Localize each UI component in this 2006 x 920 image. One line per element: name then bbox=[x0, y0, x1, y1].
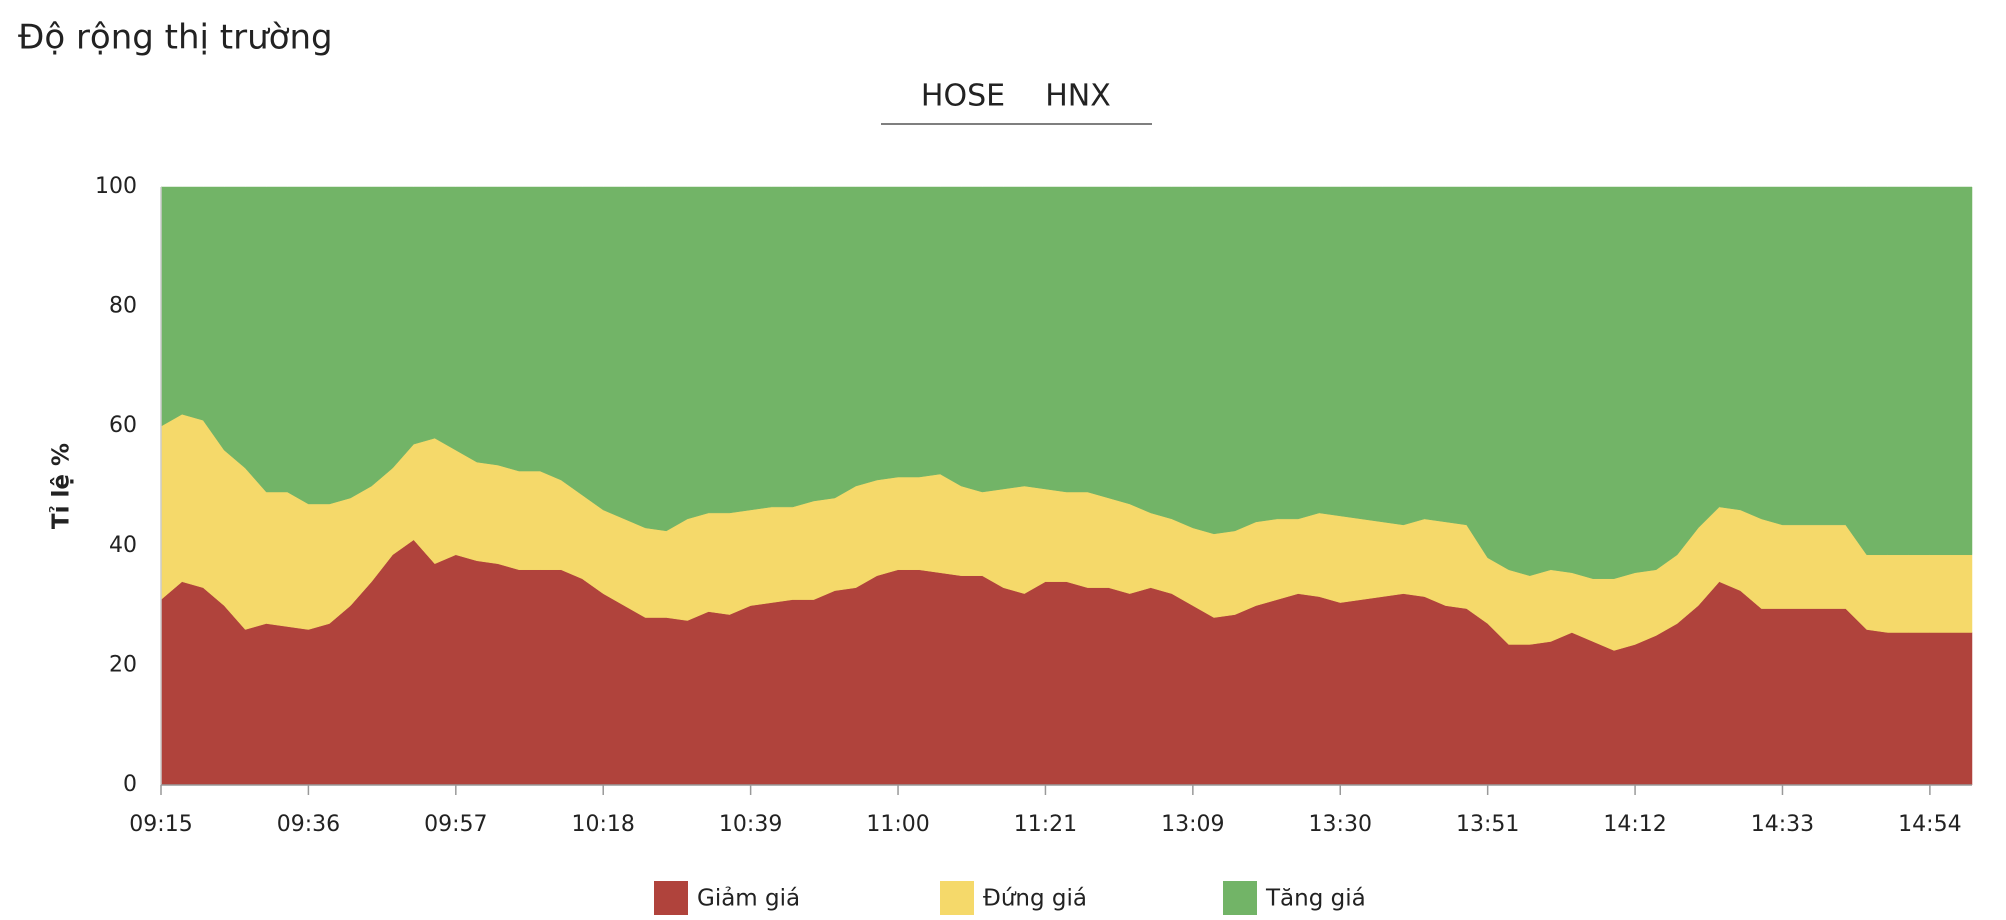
x-tick-label: 14:54 bbox=[1898, 812, 1961, 837]
legend-label[interactable]: Đứng giá bbox=[983, 886, 1087, 912]
area bbox=[160, 186, 1973, 579]
x-tick-label: 14:33 bbox=[1751, 812, 1814, 837]
x-tick-label: 09:57 bbox=[424, 812, 487, 837]
y-tick-label: 20 bbox=[109, 652, 137, 677]
x-tick-label: 11:00 bbox=[866, 812, 929, 837]
y-axis-label: Tỉ lệ % bbox=[49, 443, 75, 529]
y-tick-label: 60 bbox=[109, 413, 137, 438]
legend-swatch[interactable] bbox=[1223, 881, 1257, 915]
x-tick-label: 14:12 bbox=[1603, 812, 1666, 837]
legend-swatch[interactable] bbox=[654, 881, 688, 915]
legend-label[interactable]: Tăng giá bbox=[1265, 886, 1366, 912]
y-tick-label: 40 bbox=[109, 533, 137, 558]
y-tick-label: 0 bbox=[123, 772, 137, 797]
x-tick-label: 13:30 bbox=[1309, 812, 1372, 837]
x-tick-label: 13:51 bbox=[1456, 812, 1519, 837]
tab[interactable]: HNX bbox=[1045, 79, 1111, 114]
x-tick-label: 11:21 bbox=[1014, 812, 1077, 837]
legend-swatch[interactable] bbox=[940, 881, 974, 915]
x-tick-label: 09:36 bbox=[277, 812, 340, 837]
legend-label[interactable]: Giảm giá bbox=[697, 886, 800, 912]
tab[interactable]: HOSE bbox=[921, 79, 1005, 114]
x-tick-label: 13:09 bbox=[1161, 812, 1224, 837]
chart-title: Độ rộng thị trường bbox=[18, 18, 333, 58]
x-tick-label: 10:18 bbox=[572, 812, 635, 837]
y-tick-label: 100 bbox=[95, 174, 137, 199]
x-tick-label: 09:15 bbox=[129, 812, 192, 837]
x-tick-label: 10:39 bbox=[719, 812, 782, 837]
y-tick-label: 80 bbox=[109, 294, 137, 319]
